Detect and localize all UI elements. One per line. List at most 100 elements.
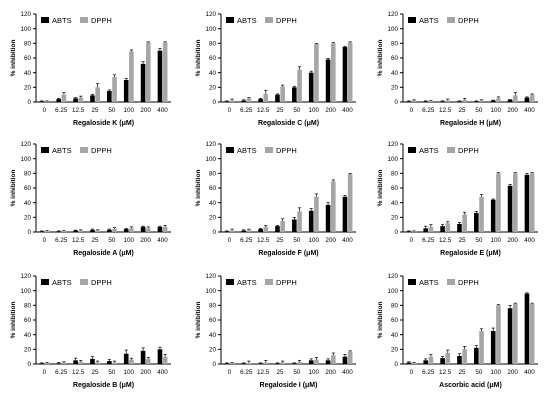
bar-abts-400 — [342, 47, 348, 102]
bar-abts-200 — [507, 99, 513, 102]
bar-dpph-12.5 — [263, 226, 269, 232]
legend-swatch-dpph — [265, 279, 273, 285]
x-tick-label: 6.25 — [422, 237, 435, 244]
y-axis-label: % inhibition — [195, 302, 202, 339]
y-tick-label: 120 — [387, 11, 398, 18]
legend-label-abts: ABTS — [419, 16, 439, 25]
y-tick-label: 40 — [391, 70, 399, 77]
y-tick-label: 0 — [27, 229, 31, 236]
legend-swatch-abts — [408, 147, 416, 153]
x-tick-label: 12.5 — [439, 237, 452, 244]
x-tick-label: 100 — [491, 369, 502, 376]
x-tick-label: 12.5 — [72, 237, 85, 244]
x-tick-label: 50 — [475, 369, 483, 376]
bar-dpph-0 — [44, 101, 50, 102]
legend-swatch-dpph — [447, 147, 455, 153]
x-tick-label: 50 — [293, 107, 301, 114]
y-tick-label: 120 — [205, 273, 216, 280]
legend-swatch-dpph — [265, 147, 273, 153]
y-tick-label: 60 — [391, 185, 399, 192]
bar-dpph-400 — [529, 94, 535, 102]
bar-dpph-12.5 — [445, 100, 451, 102]
bar-abts-0 — [406, 362, 412, 364]
x-tick-label: 0 — [43, 237, 47, 244]
bar-dpph-12.5 — [78, 230, 84, 232]
x-tick-label: 100 — [491, 237, 502, 244]
x-tick-label: 0 — [228, 107, 232, 114]
y-tick-label: 20 — [391, 347, 399, 354]
bar-abts-50 — [474, 101, 479, 102]
bar-dpph-12.5 — [78, 97, 84, 102]
bar-abts-100 — [490, 100, 496, 102]
bar-dpph-25 — [95, 230, 100, 232]
legend-swatch-dpph — [265, 17, 273, 23]
x-tick-label: 0 — [410, 369, 414, 376]
y-tick-label: 60 — [24, 185, 32, 192]
x-tick-label: 400 — [524, 107, 535, 114]
x-tick-label: 200 — [507, 369, 518, 376]
legend-label-dpph: DPPH — [458, 146, 479, 155]
bar-dpph-100 — [129, 228, 134, 232]
x-tick-label: 12.5 — [257, 369, 270, 376]
legend-swatch-abts — [408, 279, 416, 285]
x-tick-label: 400 — [342, 369, 353, 376]
y-tick-label: 60 — [209, 55, 217, 62]
bar-dpph-0 — [44, 231, 50, 232]
bar-dpph-50 — [297, 69, 302, 102]
bar-dpph-200 — [330, 181, 336, 232]
x-tick-label: 100 — [491, 107, 502, 114]
x-tick-label: 6.25 — [422, 369, 435, 376]
bar-abts-0 — [406, 231, 412, 232]
bar-abts-0 — [224, 101, 230, 102]
bar-dpph-50 — [112, 229, 117, 232]
legend-label-dpph: DPPH — [276, 146, 297, 155]
bar-abts-100 — [308, 210, 314, 232]
bar-abts-6.25 — [56, 363, 62, 364]
bar-abts-6.25 — [241, 363, 247, 364]
x-tick-label: 50 — [475, 237, 483, 244]
bar-abts-25 — [90, 358, 95, 364]
y-tick-label: 100 — [387, 288, 398, 295]
bar-abts-12.5 — [73, 98, 78, 102]
y-tick-label: 80 — [24, 303, 32, 310]
bar-dpph-200 — [145, 358, 151, 364]
chart-panel-5: 0 20 40 60 80 100 120 % inhibition 0 6.25 12.5 25 50… — [195, 141, 356, 257]
y-axis-label: % inhibition — [377, 40, 384, 77]
legend-swatch-abts — [41, 17, 49, 23]
bar-dpph-200 — [330, 43, 336, 102]
bar-abts-12.5 — [73, 230, 78, 232]
bar-abts-50 — [292, 87, 297, 102]
bar-abts-0 — [39, 231, 45, 232]
y-tick-label: 120 — [20, 11, 31, 18]
chart-panel-1: 0 20 40 60 80 100 120 % inhibition 0 6.25 12.5 25 50… — [10, 11, 171, 127]
y-tick-label: 20 — [24, 85, 32, 92]
x-tick-label: 100 — [309, 107, 320, 114]
bar-dpph-25 — [462, 214, 467, 232]
y-axis-label: % inhibition — [10, 170, 17, 207]
x-tick-label: 6.25 — [422, 107, 435, 114]
bar-abts-200 — [325, 360, 331, 364]
y-tick-label: 80 — [24, 171, 32, 178]
bar-abts-50 — [474, 212, 479, 232]
bar-dpph-400 — [162, 226, 168, 232]
legend-label-abts: ABTS — [237, 278, 257, 287]
x-axis-label: Ascorbic acid (μM) — [439, 382, 502, 389]
x-axis-label: Regaloside H (μM) — [440, 120, 501, 127]
legend-swatch-dpph — [80, 17, 88, 23]
legend-swatch-abts — [408, 17, 416, 23]
x-tick-label: 25 — [277, 369, 285, 376]
y-tick-label: 100 — [387, 156, 398, 163]
y-tick-label: 40 — [209, 332, 217, 339]
bar-abts-100 — [308, 360, 314, 364]
bar-abts-6.25 — [423, 228, 429, 232]
bar-dpph-25 — [280, 86, 285, 102]
bar-dpph-0 — [229, 100, 235, 102]
bar-abts-100 — [123, 353, 129, 364]
bar-abts-200 — [325, 59, 331, 102]
y-tick-label: 100 — [205, 26, 216, 33]
bar-abts-6.25 — [56, 231, 62, 232]
bar-dpph-0 — [44, 363, 50, 364]
bar-abts-400 — [342, 356, 348, 364]
x-tick-label: 50 — [108, 237, 116, 244]
